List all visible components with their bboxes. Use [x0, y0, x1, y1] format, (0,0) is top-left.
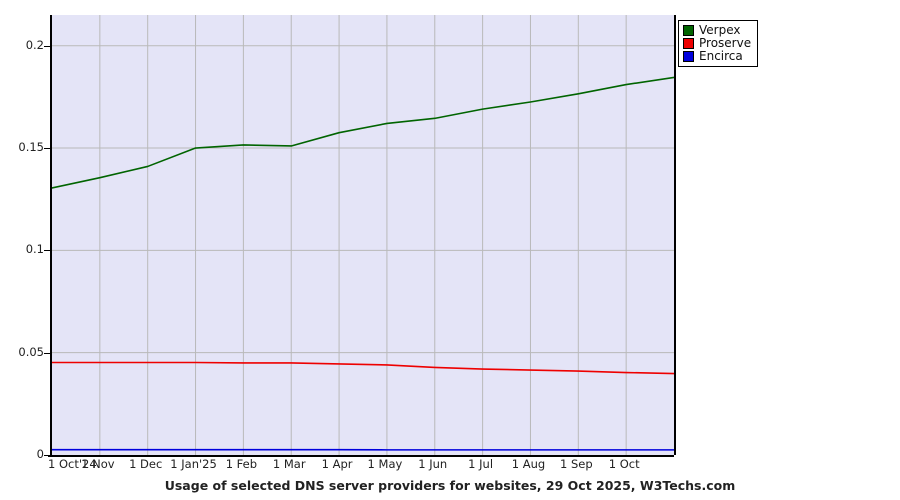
legend-color-swatch: [683, 51, 694, 62]
legend-label: Proserve: [699, 36, 752, 50]
legend-color-swatch: [683, 25, 694, 36]
legend-item[interactable]: Verpex: [683, 24, 751, 37]
plot-area: [50, 15, 676, 455]
x-tick-label: 1 Apr: [321, 457, 353, 471]
legend-item[interactable]: Proserve: [683, 37, 751, 50]
series-lines: [52, 76, 674, 451]
x-tick-label: 1 Dec: [129, 457, 163, 471]
y-axis: 0 0.05 0.1 0.15 0.2: [0, 0, 52, 500]
chart-caption: Usage of selected DNS server providers f…: [164, 478, 736, 493]
x-tick-label: 1 Feb: [225, 457, 258, 471]
y-tick-label: 0.15: [18, 140, 44, 155]
x-tick-label: 1 Aug: [511, 457, 546, 471]
y-tick-label: 0.05: [18, 344, 44, 359]
x-tick-label: 1 Nov: [81, 457, 115, 471]
x-tick-label: 1 Sep: [559, 457, 593, 471]
y-tick-label: 0.1: [25, 242, 44, 257]
x-axis-line: [48, 455, 674, 457]
y-tick-mark: [44, 353, 52, 354]
legend-color-swatch: [683, 38, 694, 49]
legend-label: Verpex: [699, 23, 741, 37]
chart-legend: Verpex Proserve Encirca: [678, 20, 759, 67]
legend-label: Encirca: [699, 49, 743, 63]
y-tick-mark: [44, 46, 52, 47]
x-tick-label: 1 Mar: [272, 457, 306, 471]
gridlines: [52, 15, 674, 455]
x-tick-label: 1 May: [367, 457, 403, 471]
y-tick-mark: [44, 250, 52, 251]
x-tick-label: 1 Oct: [608, 457, 640, 471]
y-tick-mark: [44, 148, 52, 149]
legend-item[interactable]: Encirca: [683, 50, 751, 63]
y-tick-label: 0: [36, 447, 44, 461]
x-tick-label: 1 Jun: [418, 457, 448, 471]
x-tick-label: 1 Jul: [468, 457, 494, 471]
y-tick-label: 0.2: [25, 37, 44, 52]
x-tick-label: 1 Jan'25: [170, 457, 217, 471]
x-tick-label: 1 Oct'24: [48, 457, 97, 471]
